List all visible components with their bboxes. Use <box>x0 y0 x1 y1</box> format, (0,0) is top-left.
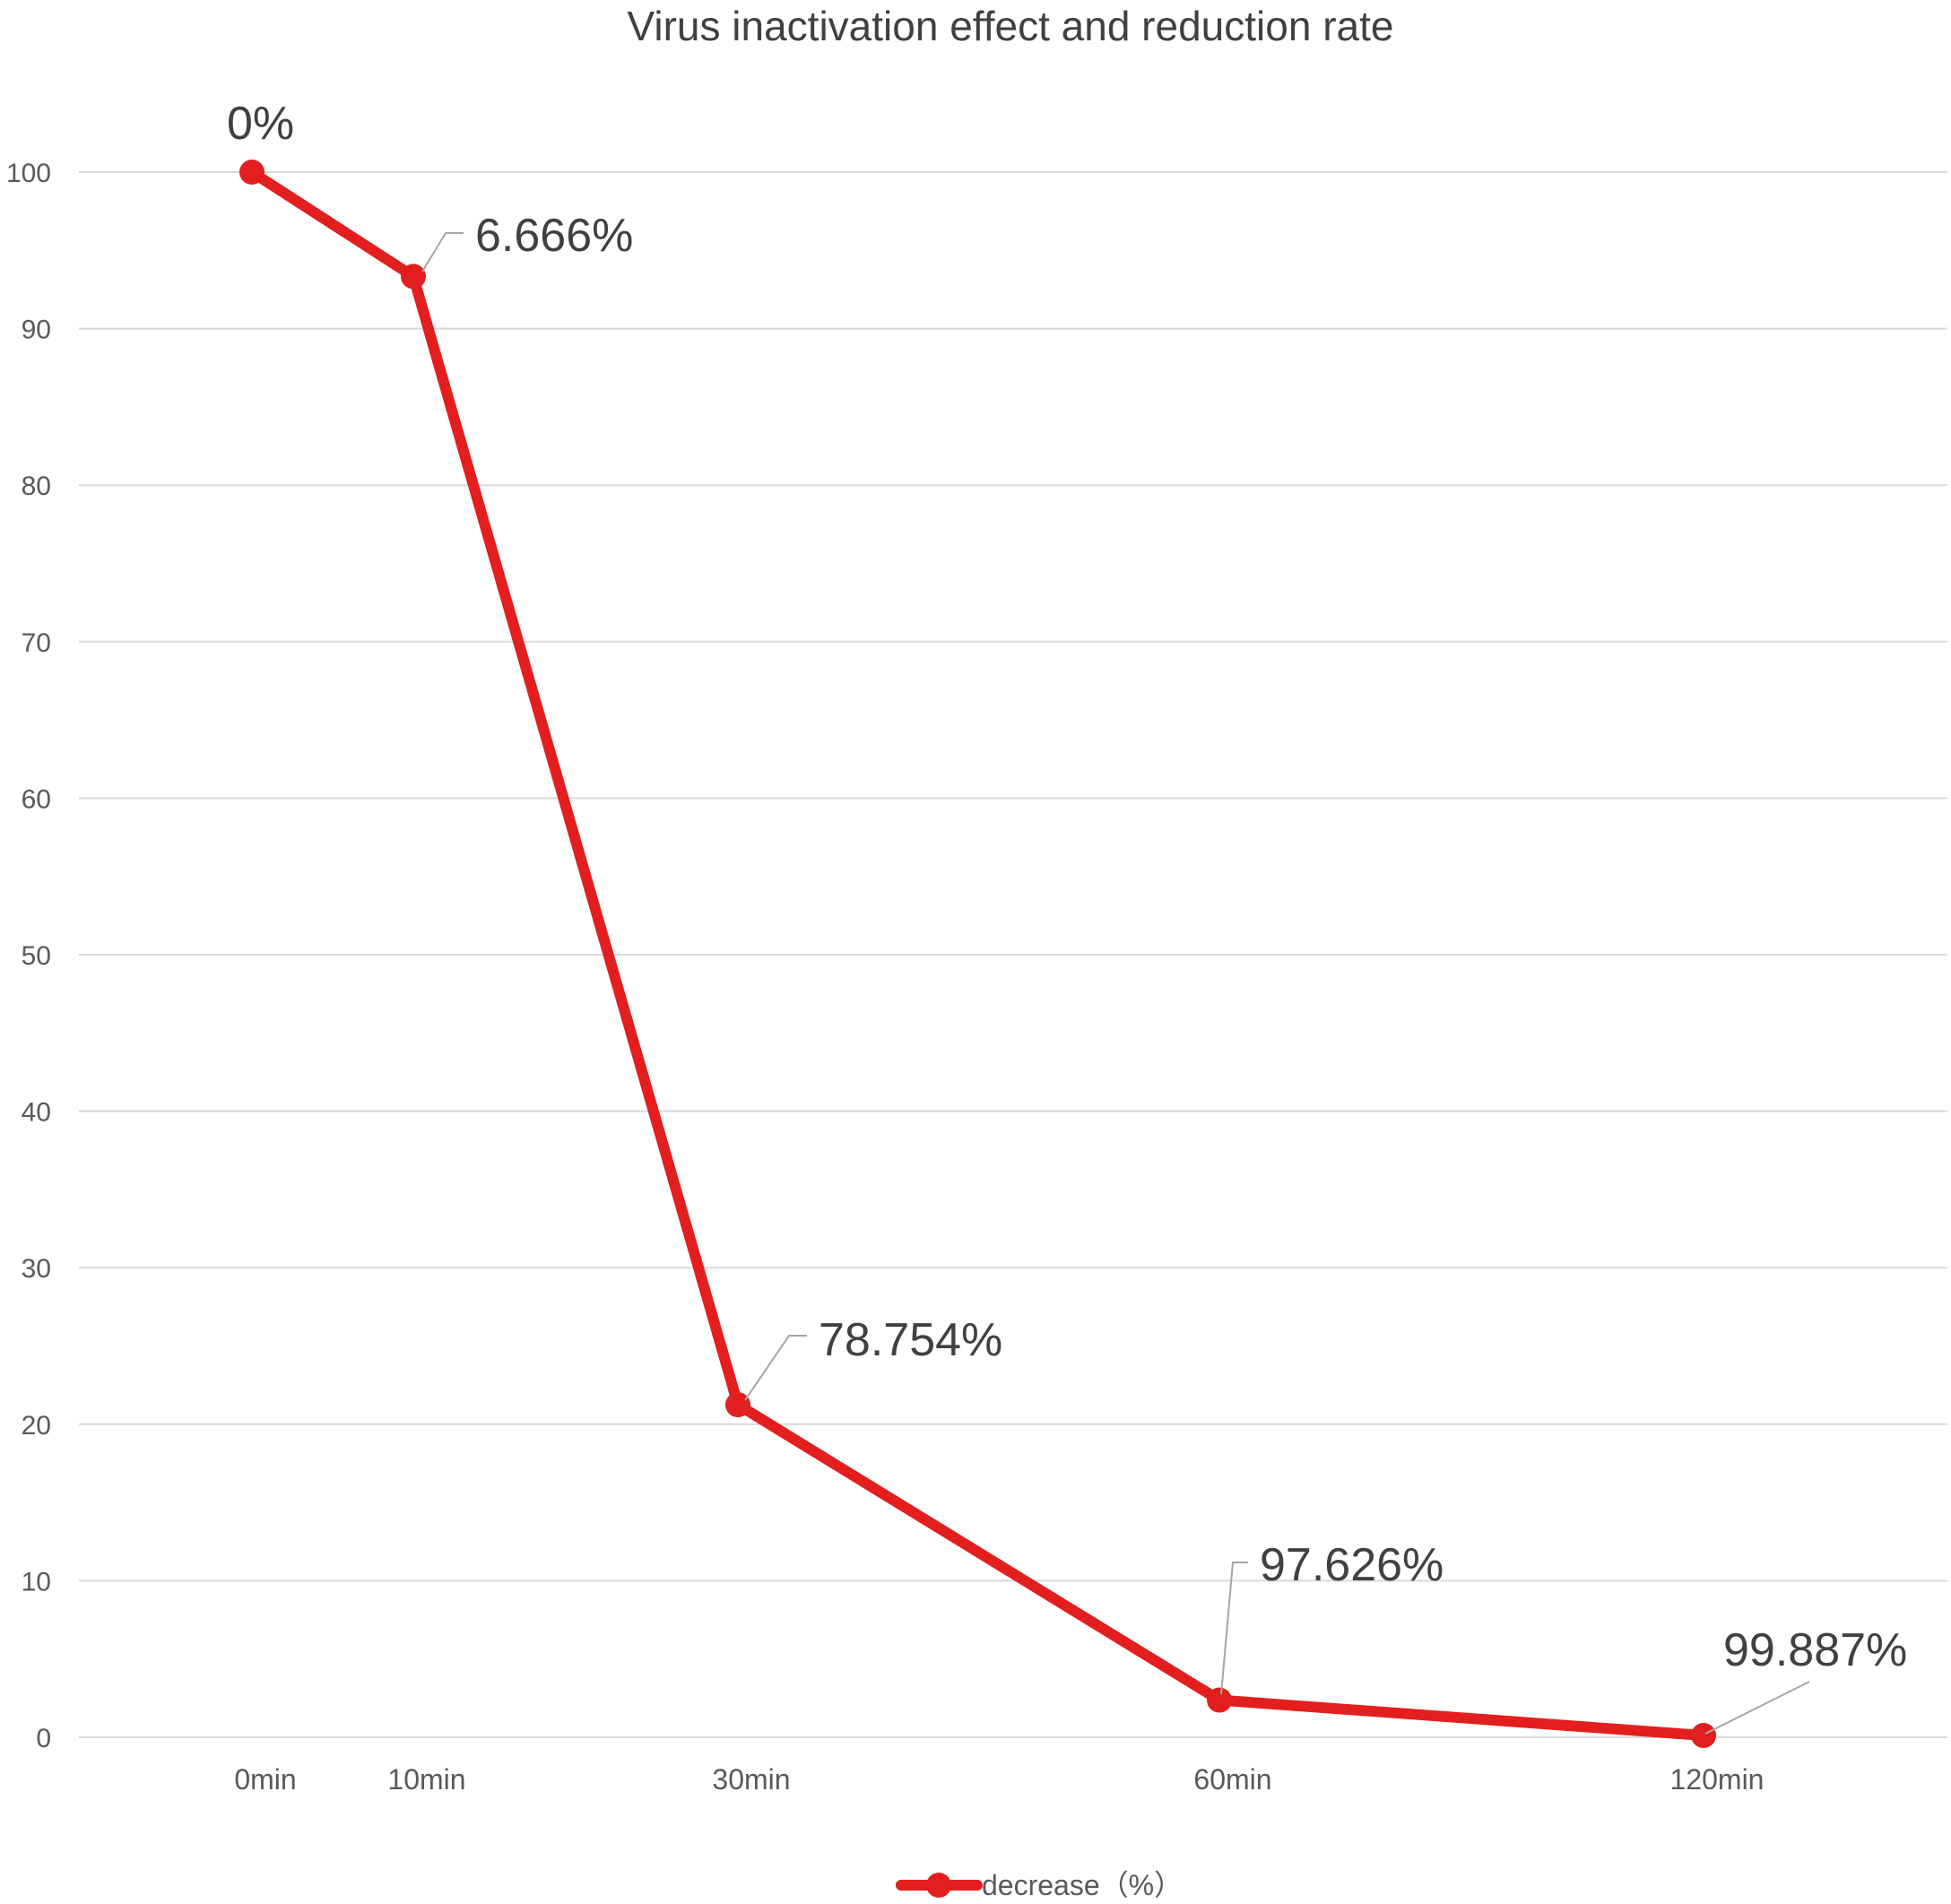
y-tick-label-10: 10 <box>22 1567 51 1597</box>
series-decrease <box>239 160 1716 1749</box>
y-tick-label-50: 50 <box>22 941 51 971</box>
y-tick-label-40: 40 <box>22 1098 51 1128</box>
data-labels: 0% 6.666% 78.754% 97.626% 99.887% <box>227 98 1907 1735</box>
legend-label: decrease（%） <box>982 1869 1183 1901</box>
y-tick-label-100: 100 <box>6 159 51 188</box>
y-axis-ticks: 0 10 20 30 40 50 60 70 80 90 100 <box>6 159 51 1753</box>
data-point-10min <box>401 264 426 290</box>
data-point-0min <box>239 160 264 185</box>
legend-marker-swatch <box>926 1873 951 1898</box>
data-label-leader-30min <box>744 1335 807 1401</box>
data-point-120min <box>1691 1723 1716 1749</box>
x-tick-label-120min: 120min <box>1670 1763 1765 1796</box>
data-point-30min <box>725 1392 750 1418</box>
y-tick-label-80: 80 <box>22 472 51 501</box>
data-label-leader-10min <box>421 232 464 273</box>
data-label-10min: 6.666% <box>475 210 633 262</box>
data-label-60min: 97.626% <box>1260 1539 1444 1591</box>
chart-title: Virus inactivation effect and reduction … <box>628 3 1394 49</box>
x-tick-label-10min: 10min <box>387 1763 465 1796</box>
y-tick-label-0: 0 <box>36 1724 51 1753</box>
legend[interactable]: decrease（%） <box>896 1869 1183 1901</box>
x-axis-ticks: 0min 10min 30min 60min 120min <box>234 1763 1764 1796</box>
x-tick-label-60min: 60min <box>1193 1763 1271 1796</box>
data-label-0min: 0% <box>227 98 294 150</box>
gridlines <box>79 171 1947 1738</box>
data-label-leader-60min <box>1220 1562 1248 1695</box>
data-label-30min: 78.754% <box>819 1314 1002 1366</box>
data-label-leader-120min <box>1704 1681 1810 1735</box>
x-tick-label-0min: 0min <box>234 1763 296 1796</box>
y-tick-label-20: 20 <box>22 1411 51 1441</box>
y-tick-label-30: 30 <box>22 1254 51 1284</box>
data-point-60min <box>1207 1687 1232 1713</box>
x-tick-label-30min: 30min <box>712 1763 790 1796</box>
y-tick-label-70: 70 <box>22 628 51 658</box>
y-tick-label-60: 60 <box>22 784 51 814</box>
data-label-120min: 99.887% <box>1723 1624 1907 1676</box>
y-tick-label-90: 90 <box>22 316 51 345</box>
